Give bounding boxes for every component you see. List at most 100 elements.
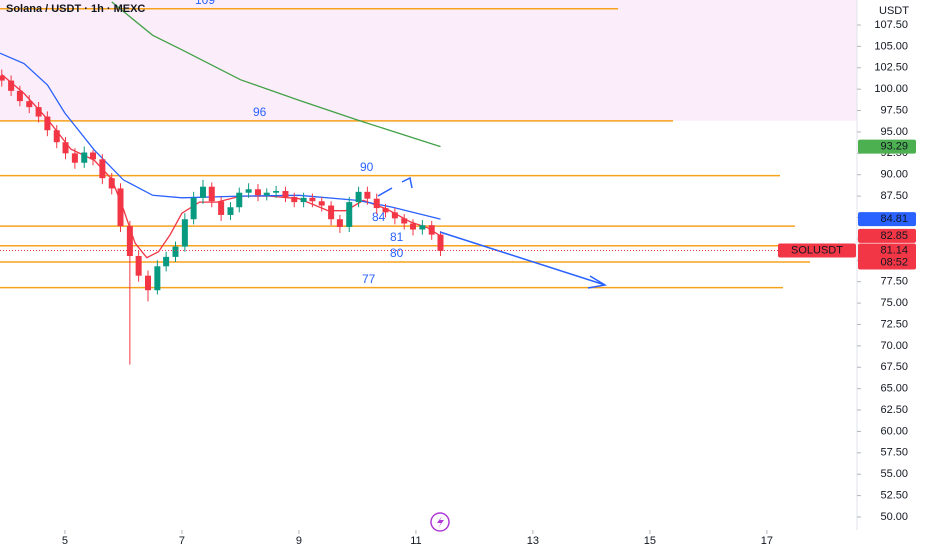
plot-area: 109 96 90 84 81 80 77: [0, 0, 857, 365]
last-price-name: SOLUSDT: [791, 244, 843, 256]
candle-body: [227, 207, 234, 215]
candle-body: [0, 75, 5, 81]
y-tick-label: 55.00: [880, 468, 908, 480]
candle-body: [409, 223, 416, 230]
candle-body: [328, 205, 335, 220]
candle-body: [8, 80, 15, 91]
last-price-tag: [858, 243, 916, 270]
candle-body: [26, 101, 33, 108]
candle-body: [53, 130, 60, 143]
candle-body: [199, 186, 206, 198]
x-tick-label: 13: [527, 535, 539, 547]
y-tick-label: 52.50: [880, 490, 908, 502]
y-tick-label: 97.50: [880, 104, 908, 116]
candle-body: [282, 190, 289, 197]
candle-body: [391, 212, 398, 219]
candle-body: [218, 201, 225, 215]
chart-title: Solana / USDT · 1h · MEXC: [6, 3, 145, 15]
x-tick-label: 7: [179, 535, 185, 547]
candle-body: [309, 197, 316, 202]
level-label: 84: [372, 210, 386, 224]
candle-body: [236, 192, 243, 208]
icon-bolt[interactable]: [437, 516, 444, 528]
y-tick-label: 57.50: [880, 447, 908, 459]
candle-body: [373, 198, 380, 209]
y-tick-label: 90.00: [880, 169, 908, 181]
level-label: 81: [390, 230, 404, 244]
price-tag-label: 82.85: [880, 230, 908, 242]
x-tick-label: 11: [410, 535, 421, 547]
level-label: 80: [390, 246, 404, 260]
lightning-icon[interactable]: [430, 512, 450, 532]
drawn-mark: [377, 176, 413, 197]
y-tick-label: 95.00: [880, 126, 908, 138]
candle-body: [419, 225, 426, 230]
candle-body: [16, 90, 23, 102]
candle-body: [291, 196, 298, 203]
y-tick-label: 107.50: [874, 19, 908, 31]
candle-body: [254, 189, 261, 196]
level-label: 77: [362, 272, 376, 286]
x-tick-label: 17: [761, 535, 773, 547]
price-tag-label: 93.29: [880, 140, 908, 152]
candle-body: [154, 266, 161, 291]
candle-body: [163, 256, 170, 267]
y-tick-label: 105.00: [874, 40, 908, 52]
candle-body: [208, 186, 215, 202]
x-tick-label: 15: [644, 535, 656, 547]
candle-body: [71, 153, 78, 163]
price-tag: [858, 212, 916, 227]
candle-body: [81, 152, 88, 163]
price-tag: [858, 228, 916, 243]
moving-average: [111, 1, 441, 148]
candle-body: [273, 190, 280, 193]
x-tick-label: 5: [62, 535, 68, 547]
candle-body: [300, 197, 307, 203]
level-label: 96: [253, 105, 267, 119]
candle-body: [135, 256, 142, 276]
x-tick-label: 9: [296, 535, 302, 547]
candle-body: [245, 189, 252, 193]
candle-body: [62, 142, 69, 154]
y-tick-label: 62.50: [880, 404, 908, 416]
candle-body: [90, 152, 97, 160]
level-label: 109: [195, 0, 215, 7]
currency-label: USDT: [879, 5, 909, 17]
candle-body: [364, 191, 371, 199]
candle-body: [145, 275, 152, 291]
candle-body: [108, 178, 115, 189]
y-tick-label: 75.00: [880, 297, 908, 309]
candle-body: [428, 225, 435, 235]
countdown: 08:52: [880, 256, 908, 268]
trend-arrow: [439, 231, 608, 289]
last-price-name-tag: [778, 243, 856, 258]
candle-body: [126, 226, 133, 257]
candle-body: [263, 192, 270, 196]
price-tag: [858, 139, 916, 154]
level-label: 90: [360, 160, 374, 174]
candle-body: [382, 208, 389, 213]
candle-body: [190, 197, 197, 220]
y-tick-label: 50.00: [880, 511, 908, 523]
y-tick-label: 100.00: [874, 83, 908, 95]
candle-body: [401, 218, 408, 224]
candle-body: [181, 219, 188, 247]
candle-body: [35, 107, 42, 117]
y-tick-label: 102.50: [874, 62, 908, 74]
y-tick-label: 77.50: [880, 276, 908, 288]
price-tag-label: 84.81: [880, 213, 908, 225]
candle-body: [336, 219, 343, 227]
y-tick-label: 60.00: [880, 425, 908, 437]
y-tick-label: 70.00: [880, 340, 908, 352]
candle-body: [99, 159, 106, 179]
last-price-label: 81.14: [880, 244, 908, 256]
resistance-zone: [0, 0, 857, 121]
y-tick-label: 67.50: [880, 361, 908, 373]
candle-body: [172, 246, 179, 257]
y-tick-label: 65.00: [880, 383, 908, 395]
y-tick-label: 87.50: [880, 190, 908, 202]
candle-body: [318, 201, 325, 206]
candle-body: [117, 188, 124, 227]
candle-body: [44, 116, 51, 131]
